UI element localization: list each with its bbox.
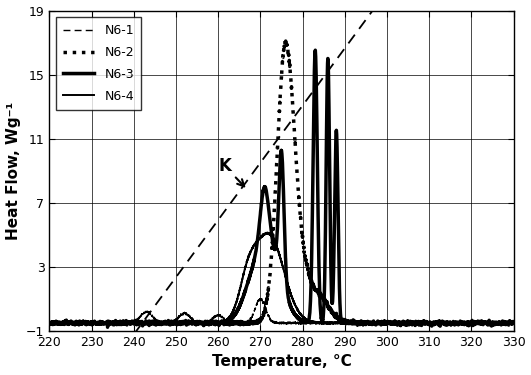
Legend: N6-1, N6-2, N6-3, N6-4: N6-1, N6-2, N6-3, N6-4 (56, 17, 141, 110)
Y-axis label: Heat Flow, Wg⁻¹: Heat Flow, Wg⁻¹ (5, 102, 21, 240)
Text: K: K (218, 157, 244, 186)
X-axis label: Temperature, °C: Temperature, °C (211, 354, 352, 369)
